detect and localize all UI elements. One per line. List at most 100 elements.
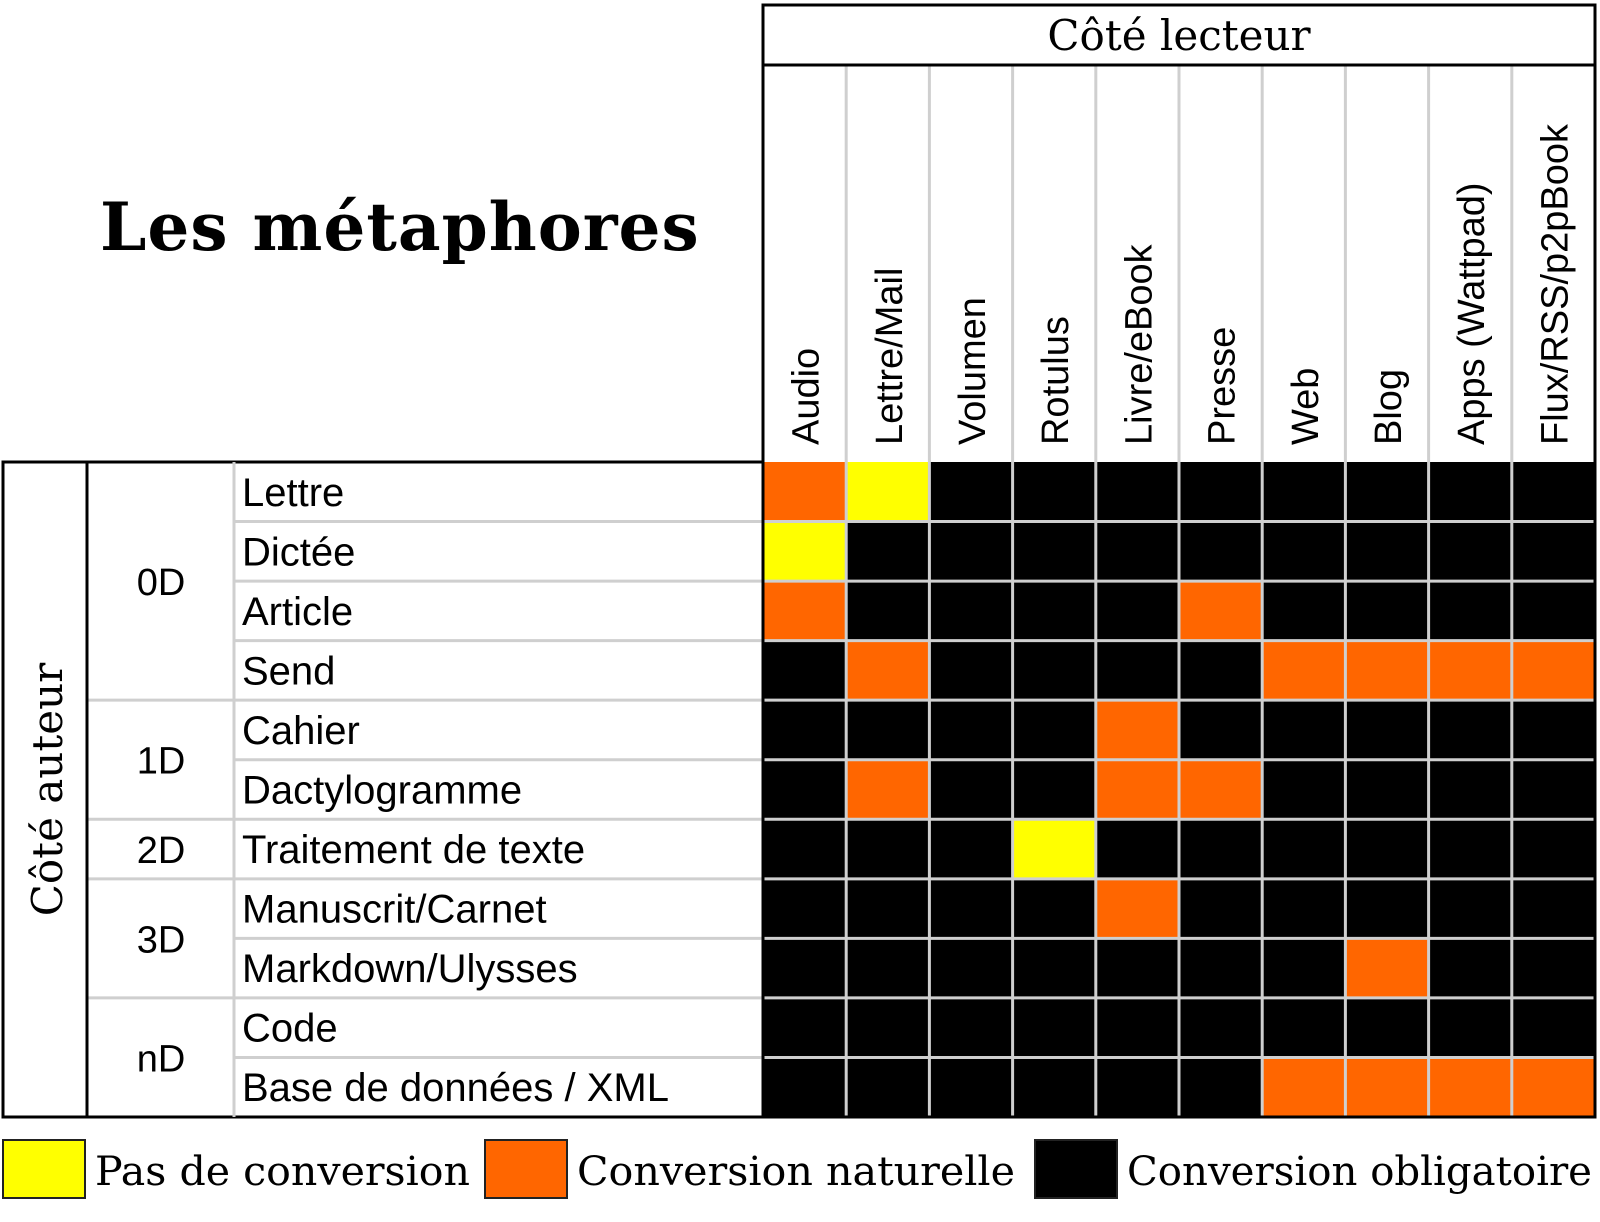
cell-r1-c5 xyxy=(1179,521,1263,582)
cell-r9-c3 xyxy=(1012,997,1096,1058)
column-label: Flux/RSS/p2pBook xyxy=(1534,123,1576,445)
cell-r7-c0 xyxy=(763,878,847,939)
legend-swatch xyxy=(484,1139,568,1199)
cell-r3-c4 xyxy=(1095,640,1179,701)
cell-r9-c2 xyxy=(929,997,1013,1058)
cell-r0-c7 xyxy=(1345,462,1429,522)
cell-r2-c8 xyxy=(1428,581,1512,641)
cell-r2-c4 xyxy=(1095,581,1179,641)
cell-r6-c0 xyxy=(763,819,847,879)
cell-r1-c1 xyxy=(846,521,930,582)
cell-r4-c6 xyxy=(1262,700,1346,760)
cell-r6-c8 xyxy=(1428,819,1512,879)
row-group-name: 0D xyxy=(137,562,186,604)
cell-r7-c8 xyxy=(1428,878,1512,939)
cell-r1-c0 xyxy=(763,521,847,582)
row-group-name: 1D xyxy=(137,741,186,783)
cell-r9-c9 xyxy=(1511,997,1595,1058)
cell-r9-c8 xyxy=(1428,997,1512,1058)
cell-r8-c2 xyxy=(929,938,1013,998)
cell-r7-c6 xyxy=(1262,878,1346,939)
cell-r5-c1 xyxy=(846,759,930,820)
cell-r1-c8 xyxy=(1428,521,1512,582)
cell-r1-c2 xyxy=(929,521,1013,582)
cell-r8-c7 xyxy=(1345,938,1429,998)
cell-r5-c5 xyxy=(1179,759,1263,820)
column-label: Audio xyxy=(786,348,828,445)
cell-r8-c6 xyxy=(1262,938,1346,998)
cell-r10-c8 xyxy=(1428,1057,1512,1117)
cell-r0-c5 xyxy=(1179,462,1263,522)
cell-r10-c2 xyxy=(929,1057,1013,1117)
cell-r4-c2 xyxy=(929,700,1013,760)
cell-r8-c3 xyxy=(1012,938,1096,998)
cell-r5-c0 xyxy=(763,759,847,820)
row-label: Markdown/Ulysses xyxy=(242,947,578,991)
cell-r2-c1 xyxy=(846,581,930,641)
cell-r6-c6 xyxy=(1262,819,1346,879)
cell-r9-c0 xyxy=(763,997,847,1058)
cell-r4-c0 xyxy=(763,700,847,760)
cell-r7-c7 xyxy=(1345,878,1429,939)
cell-r6-c1 xyxy=(846,819,930,879)
cell-r3-c7 xyxy=(1345,640,1429,701)
row-group-name: nD xyxy=(137,1038,186,1080)
cell-r7-c2 xyxy=(929,878,1013,939)
cell-r5-c2 xyxy=(929,759,1013,820)
cell-r0-c4 xyxy=(1095,462,1179,522)
cell-r0-c8 xyxy=(1428,462,1512,522)
cell-r4-c1 xyxy=(846,700,930,760)
cell-r6-c4 xyxy=(1095,819,1179,879)
row-label: Dictée xyxy=(242,530,355,574)
cell-r7-c3 xyxy=(1012,878,1096,939)
cell-r9-c4 xyxy=(1095,997,1179,1058)
cell-r5-c4 xyxy=(1095,759,1179,820)
cell-r10-c4 xyxy=(1095,1057,1179,1117)
cell-r10-c6 xyxy=(1262,1057,1346,1117)
cell-r4-c4 xyxy=(1095,700,1179,760)
column-group-label: Côté lecteur xyxy=(1047,11,1311,60)
cell-r5-c7 xyxy=(1345,759,1429,820)
column-label: Lettre/Mail xyxy=(869,268,911,445)
cell-r1-c9 xyxy=(1511,521,1595,582)
cell-r0-c0 xyxy=(763,462,847,522)
cell-r1-c4 xyxy=(1095,521,1179,582)
row-label: Manuscrit/Carnet xyxy=(242,888,547,932)
cell-r7-c5 xyxy=(1179,878,1263,939)
row-group-label: Côté auteur xyxy=(23,662,72,916)
legend-swatch xyxy=(2,1139,86,1199)
cell-r3-c9 xyxy=(1511,640,1595,701)
cell-r10-c0 xyxy=(763,1057,847,1117)
row-label: Traitement de texte xyxy=(242,828,585,872)
cell-r5-c6 xyxy=(1262,759,1346,820)
cell-r4-c3 xyxy=(1012,700,1096,760)
column-label: Blog xyxy=(1368,369,1410,445)
column-label: Livre/eBook xyxy=(1118,243,1160,445)
cell-r6-c9 xyxy=(1511,819,1595,879)
cell-r0-c6 xyxy=(1262,462,1346,522)
cell-r5-c3 xyxy=(1012,759,1096,820)
cell-r3-c5 xyxy=(1179,640,1263,701)
cell-r7-c4 xyxy=(1095,878,1179,939)
cell-r2-c5 xyxy=(1179,581,1263,641)
row-label: Base de données / XML xyxy=(242,1066,669,1110)
cell-r9-c5 xyxy=(1179,997,1263,1058)
chart-title: Les métaphores xyxy=(100,188,700,266)
cell-r9-c1 xyxy=(846,997,930,1058)
cell-r3-c3 xyxy=(1012,640,1096,701)
cell-r8-c9 xyxy=(1511,938,1595,998)
legend-label: Conversion naturelle xyxy=(577,1149,1015,1195)
cell-r4-c7 xyxy=(1345,700,1429,760)
cell-r9-c7 xyxy=(1345,997,1429,1058)
cell-r4-c9 xyxy=(1511,700,1595,760)
cell-r3-c1 xyxy=(846,640,930,701)
cell-r2-c7 xyxy=(1345,581,1429,641)
cell-r6-c2 xyxy=(929,819,1013,879)
legend-label: Pas de conversion xyxy=(95,1149,470,1195)
cell-r1-c6 xyxy=(1262,521,1346,582)
cell-r6-c5 xyxy=(1179,819,1263,879)
legend-label: Conversion obligatoire xyxy=(1127,1149,1592,1195)
cell-r9-c6 xyxy=(1262,997,1346,1058)
